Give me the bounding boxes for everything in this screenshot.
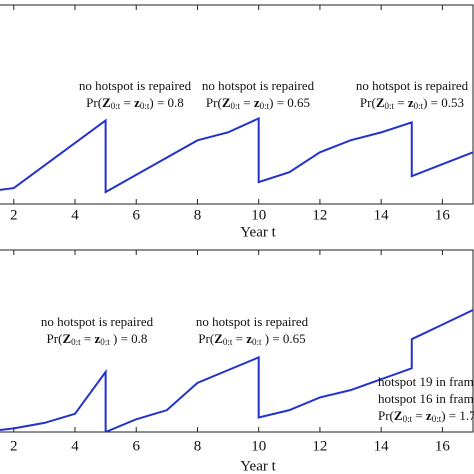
annotation-part: Pr( [86, 95, 102, 110]
annotation-part: z [408, 95, 414, 110]
annotation-part: = [81, 331, 95, 346]
annotation: Pr(Z0:t = z0:t) = 0.53 [360, 95, 464, 111]
annotation-part: Z [376, 95, 385, 110]
annotation: Pr(Z0:t = z0:t) = 1.7 [378, 408, 474, 424]
annotation-part: 0:t [111, 101, 121, 111]
annotation-part: = [412, 408, 426, 423]
annotation-part: Z [222, 95, 231, 110]
x-axis-label: Year t [240, 458, 276, 474]
annotation-part: z [246, 331, 252, 346]
annotation-part: ) = 0.65 [269, 95, 310, 110]
plot-frame [0, 4, 474, 205]
annotation-part: 0:t [432, 414, 442, 424]
annotation: no hotspot is repaired [41, 314, 154, 329]
data-line [0, 309, 473, 432]
annotation-part: 0:t [230, 101, 240, 111]
annotation: Pr(Z0:t = z0:t ) = 0.65 [198, 331, 305, 347]
annotation: no hotspot is repaired [79, 78, 192, 93]
annotation-part: z [134, 95, 140, 110]
x-tick-label: 14 [374, 438, 390, 454]
annotation-part: 0:t [140, 101, 150, 111]
annotation-part: 0:t [100, 337, 110, 347]
x-tick-label: 6 [132, 438, 140, 454]
x-tick-label: 16 [435, 438, 451, 454]
x-tick-label: 4 [71, 207, 79, 223]
annotation-part: 0:t [260, 101, 270, 111]
annotation-part: z [426, 408, 432, 423]
annotation-part: Z [394, 408, 403, 423]
annotation-part: Pr( [360, 95, 376, 110]
annotation-part: ) = 0.8 [149, 95, 183, 110]
annotation-part: 0:t [252, 337, 262, 347]
x-tick-label: 8 [194, 207, 202, 223]
annotation-part: Pr( [198, 331, 214, 346]
annotation-part: ) = 1.7 [441, 408, 474, 423]
annotation-part: 0:t [384, 101, 394, 111]
annotation-part: ) = 0.8 [110, 331, 148, 346]
x-axis-label: Year t [240, 224, 276, 240]
annotation-part: = [394, 95, 408, 110]
annotation-part: 0:t [223, 337, 233, 347]
annotation-part: z [254, 95, 260, 110]
annotation-part: Z [102, 95, 111, 110]
annotation-part: Pr( [378, 408, 394, 423]
annotation-part: 0:t [71, 337, 81, 347]
annotation-part: = [120, 95, 134, 110]
x-tick-label: 12 [312, 207, 327, 223]
annotation: Pr(Z0:t = z0:t) = 0.8 [86, 95, 184, 111]
annotation-part: = [232, 331, 246, 346]
annotation-part: ) = 0.65 [262, 331, 306, 346]
x-tick-label: 4 [71, 438, 79, 454]
annotation: hotspot 19 in frame [378, 374, 474, 389]
x-tick-label: 8 [194, 438, 202, 454]
x-tick-label: 2 [10, 207, 18, 223]
annotation-part: Z [214, 331, 223, 346]
annotation-part: Z [62, 331, 71, 346]
annotation: Pr(Z0:t = z0:t) = 0.65 [206, 95, 310, 111]
annotation-part: = [240, 95, 254, 110]
annotation: no hotspot is repaired [202, 78, 315, 93]
x-tick-label: 6 [132, 207, 140, 223]
annotation: no hotspot is repaired [356, 78, 469, 93]
annotation: hotspot 16 in frame [378, 391, 474, 406]
annotation-part: Pr( [206, 95, 222, 110]
data-line [0, 116, 473, 194]
annotation-part: 0:t [403, 414, 413, 424]
x-tick-label: 16 [435, 207, 451, 223]
annotation: no hotspot is repaired [196, 314, 309, 329]
annotation-part: 0:t [414, 101, 424, 111]
annotation-part: Pr( [47, 331, 63, 346]
x-tick-label: 12 [312, 438, 327, 454]
x-tick-label: 10 [251, 438, 266, 454]
annotation: Pr(Z0:t = z0:t ) = 0.8 [47, 331, 148, 347]
annotation-part: ) = 0.53 [423, 95, 464, 110]
x-tick-label: 2 [10, 438, 18, 454]
x-tick-label: 14 [374, 207, 390, 223]
x-tick-label: 10 [251, 207, 266, 223]
annotation-part: z [94, 331, 100, 346]
plot-frame [0, 249, 474, 433]
